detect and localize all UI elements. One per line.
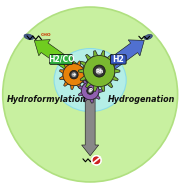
Text: +: +	[72, 72, 76, 77]
Text: H2: H2	[112, 55, 124, 64]
Circle shape	[87, 88, 94, 94]
Text: Hydrogenation: Hydrogenation	[108, 95, 176, 104]
Circle shape	[84, 56, 115, 87]
Ellipse shape	[144, 34, 152, 40]
Ellipse shape	[54, 49, 126, 112]
Polygon shape	[34, 40, 94, 85]
Polygon shape	[87, 40, 144, 85]
Circle shape	[92, 156, 101, 165]
Text: Hydroformylation: Hydroformylation	[7, 95, 87, 104]
Circle shape	[70, 70, 78, 79]
Circle shape	[71, 72, 76, 77]
Polygon shape	[78, 51, 120, 91]
Polygon shape	[82, 80, 99, 156]
Circle shape	[81, 82, 99, 100]
FancyBboxPatch shape	[110, 55, 126, 64]
Text: Rh: Rh	[95, 69, 103, 74]
Text: H2/CO: H2/CO	[48, 55, 74, 64]
Circle shape	[63, 64, 85, 86]
Circle shape	[93, 65, 105, 77]
Text: P: P	[88, 88, 92, 93]
Circle shape	[96, 68, 103, 74]
Circle shape	[3, 7, 178, 182]
Polygon shape	[78, 79, 102, 103]
FancyBboxPatch shape	[50, 55, 73, 64]
Circle shape	[88, 89, 92, 93]
Text: CHO: CHO	[41, 33, 51, 37]
Ellipse shape	[24, 34, 34, 40]
Polygon shape	[60, 60, 89, 89]
